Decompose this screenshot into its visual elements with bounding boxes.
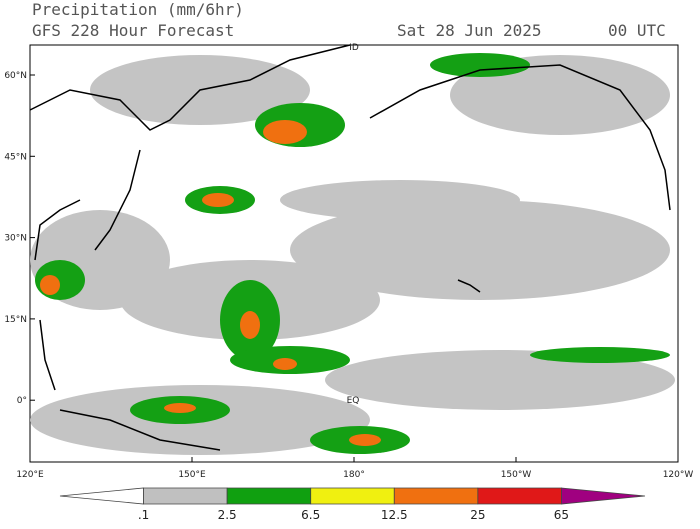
coastlines: [29, 44, 671, 451]
lon-label: 150°W: [501, 470, 532, 480]
lat-label: 60°N: [4, 71, 27, 81]
colorbar: .1 2.5 6.5 12.5 25 65: [59, 487, 646, 522]
equator-label: EQ: [347, 396, 360, 406]
colorbar-segment: [310, 487, 395, 505]
colorbar-label: .1: [138, 508, 149, 522]
date: Sat 28 Jun 2025: [397, 21, 542, 40]
colorbar-segment: [226, 487, 312, 505]
colorbar-segment: [143, 487, 228, 505]
lon-label: 120°E: [16, 470, 44, 480]
lon-label: 180°: [343, 470, 365, 480]
lat-label: 0°: [17, 396, 27, 406]
colorbar-segment: [561, 487, 646, 505]
colorbar-label: 12.5: [381, 508, 408, 522]
lat-label: 15°N: [4, 315, 27, 325]
colorbar-segment: [59, 487, 144, 505]
axes: 60°N 45°N 30°N 15°N 0° 120°E 150°E 180° 150°W 120…: [4, 43, 693, 480]
lon-label: 150°E: [178, 470, 206, 480]
title: Precipitation (mm/6hr): [32, 0, 244, 19]
lon-label: 120°W: [663, 470, 694, 480]
colorbar-segment: [477, 487, 562, 505]
lat-label: 45°N: [4, 152, 27, 162]
colorbar-label: 65: [554, 508, 569, 522]
heavy-precip: [40, 120, 381, 446]
colorbar-label: 6.5: [301, 508, 320, 522]
lat-label: 30°N: [4, 234, 27, 244]
map-area: [29, 44, 679, 463]
colorbar-segment: [393, 487, 479, 505]
time: 00 UTC: [608, 21, 666, 40]
colorbar-label: 25: [470, 508, 485, 522]
colorbar-label: 2.5: [218, 508, 237, 522]
dateline-label: ID: [349, 43, 359, 53]
subtitle: GFS 228 Hour Forecast: [32, 21, 234, 40]
